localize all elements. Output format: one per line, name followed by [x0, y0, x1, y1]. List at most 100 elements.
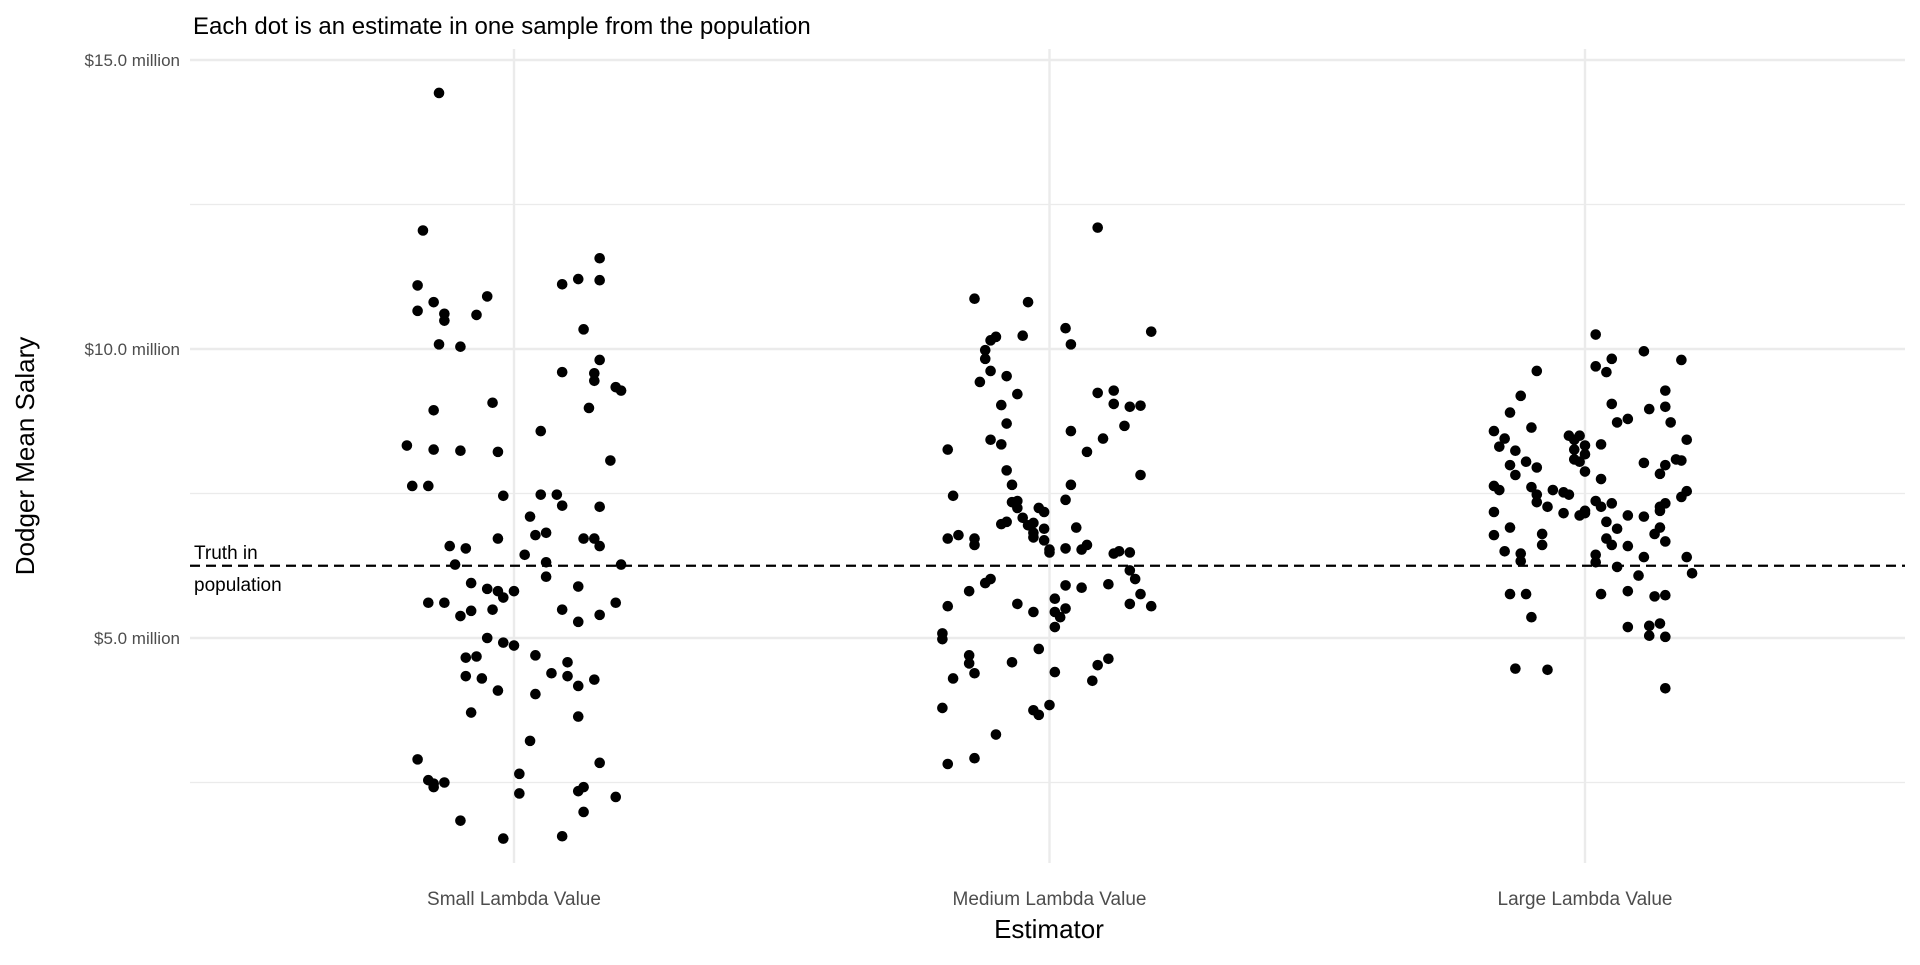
data-point: [589, 674, 600, 685]
data-point: [1135, 400, 1146, 411]
data-point: [1033, 643, 1045, 655]
data-point: [1531, 462, 1543, 473]
data-point: [530, 529, 541, 541]
data-point: [594, 757, 605, 769]
data-point: [455, 341, 466, 352]
data-point: [990, 729, 1002, 740]
data-point: [1606, 353, 1618, 365]
data-point: [1660, 536, 1671, 547]
data-point: [428, 781, 439, 793]
data-point: [1054, 611, 1066, 623]
data-point: [996, 439, 1007, 450]
data-point: [1060, 580, 1071, 591]
data-point: [963, 650, 975, 661]
data-point: [947, 490, 959, 502]
data-point: [1590, 549, 1602, 561]
data-point: [556, 500, 568, 511]
data-point: [1017, 330, 1029, 342]
data-point: [465, 605, 477, 617]
data-point: [1622, 585, 1634, 597]
data-point: [1611, 523, 1623, 535]
data-point: [1531, 496, 1543, 508]
data-point: [492, 685, 504, 696]
data-point: [1606, 539, 1618, 551]
data-point: [1001, 516, 1012, 528]
data-point: [540, 556, 552, 568]
data-point: [969, 667, 980, 679]
data-point: [1001, 465, 1012, 476]
data-point: [1579, 466, 1591, 477]
data-point: [551, 489, 563, 500]
data-point: [1622, 510, 1634, 521]
data-point: [1649, 591, 1660, 602]
data-point: [1124, 547, 1136, 558]
data-point: [562, 670, 573, 682]
data-point: [1563, 489, 1575, 500]
data-point: [508, 585, 520, 597]
y-tick-label: $5.0 million: [94, 629, 180, 648]
data-point: [947, 673, 959, 684]
data-point: [1103, 578, 1114, 590]
data-point: [455, 445, 466, 457]
data-point: [556, 830, 568, 842]
x-tick-label: Small Lambda Value: [427, 889, 601, 910]
data-point: [1542, 664, 1553, 676]
data-point: [578, 324, 589, 335]
data-point: [1065, 479, 1077, 491]
data-point: [1654, 468, 1666, 480]
data-point: [428, 444, 439, 455]
data-point: [1579, 507, 1591, 519]
data-point: [589, 367, 600, 379]
data-point: [1606, 398, 1618, 410]
data-point: [1660, 401, 1671, 413]
y-tick-label: $10.0 million: [85, 340, 180, 359]
data-point: [487, 397, 498, 409]
data-point: [937, 702, 948, 714]
data-point: [1060, 322, 1071, 334]
data-point: [1092, 222, 1103, 233]
data-point: [1044, 699, 1055, 711]
data-point: [615, 385, 627, 396]
data-point: [497, 637, 509, 648]
data-point: [460, 652, 472, 663]
data-point: [428, 296, 439, 308]
data-point: [1017, 512, 1029, 524]
data-point: [578, 533, 589, 544]
data-point: [1660, 589, 1671, 601]
data-point: [1504, 459, 1516, 471]
data-point: [455, 815, 466, 826]
data-point: [1568, 444, 1580, 455]
data-point: [1686, 567, 1698, 579]
data-point: [615, 559, 627, 570]
data-point: [942, 600, 954, 612]
data-point: [1049, 593, 1061, 604]
data-point: [589, 375, 600, 387]
data-point: [1622, 621, 1634, 633]
data-point: [1049, 621, 1061, 633]
data-point: [1654, 505, 1666, 517]
data-point: [556, 366, 568, 378]
data-point: [1681, 551, 1693, 563]
data-point: [969, 752, 980, 764]
data-point: [1504, 588, 1516, 600]
data-point: [996, 399, 1007, 411]
data-point: [1076, 582, 1087, 594]
data-point: [1579, 440, 1591, 451]
data-point: [594, 274, 605, 286]
data-point: [979, 353, 991, 365]
data-point: [974, 376, 986, 388]
y-axis-title: Dodger Mean Salary: [10, 337, 40, 575]
data-point: [1510, 445, 1521, 457]
data-point: [546, 667, 557, 679]
data-point: [1574, 430, 1585, 442]
data-point: [487, 604, 498, 615]
x-tick-labels: Small Lambda Value Medium Lambda Value Lar…: [427, 889, 1672, 910]
data-point: [1515, 548, 1527, 559]
data-point: [1028, 606, 1039, 618]
data-point: [1563, 430, 1575, 442]
chart-title: Each dot is an estimate in one sample fr…: [193, 13, 811, 40]
data-point: [1145, 326, 1157, 337]
data-point: [556, 604, 568, 615]
data-point: [455, 610, 466, 622]
data-point: [1660, 459, 1671, 471]
